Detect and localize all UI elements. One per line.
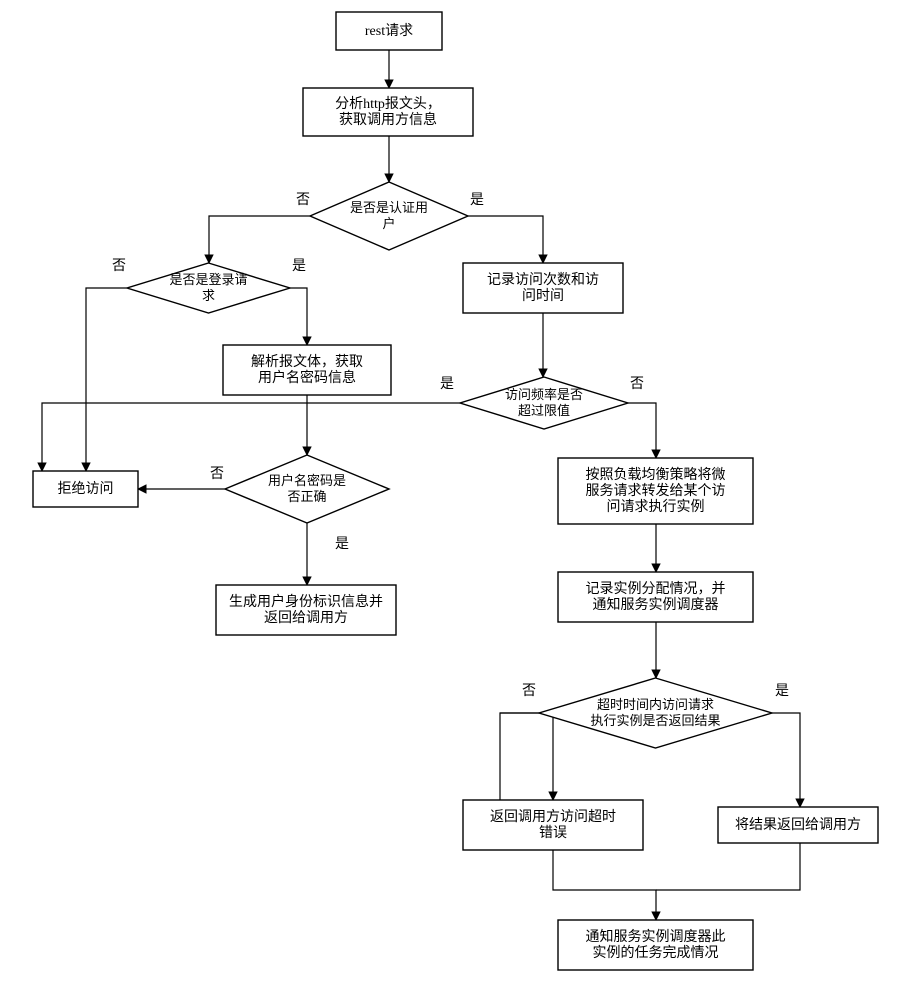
flow-edge [500,713,553,800]
node-label: 返回给调用方 [264,610,348,626]
edge-label: 是 [335,537,349,552]
node-label: 分析http报文头， [335,96,441,112]
flow-node-n_notify [558,920,753,970]
edge-label: 否 [210,467,224,482]
flow-edge [86,288,127,471]
node-label: 超时时间内访问请求 [597,697,714,712]
edge-label: 否 [522,684,536,699]
node-label: 问请求执行实例 [607,499,705,515]
edge-label: 是 [470,193,484,208]
node-label: 求 [202,288,215,303]
node-label: 返回调用方访问超时 [490,809,616,825]
node-label: 是否是登录请 [169,272,247,287]
edge-label: 是 [440,377,454,392]
edge-label: 是 [292,259,306,274]
node-label: 记录访问次数和访 [487,272,599,288]
flow-edge [656,843,800,890]
node-label: 解析报文体，获取 [251,354,363,370]
flow-node-n_token [216,585,396,635]
node-label: 用户名密码是 [268,473,346,488]
node-label: 超过限值 [518,403,570,418]
node-label: 错误 [539,825,567,841]
flow-edge [468,216,543,263]
flow-edge [553,850,656,920]
node-label: 将结果返回给调用方 [735,817,861,833]
node-label: 实例的任务完成情况 [593,945,719,961]
node-label: 服务请求转发给某个访 [586,483,726,499]
node-label: 访问频率是否 [505,387,583,402]
flow-edge [628,403,656,458]
flow-node-n_body [223,345,391,395]
flow-node-n_errto [463,800,643,850]
flow-edge [42,403,460,471]
node-label: 户 [382,216,395,231]
flow-edge [209,216,310,263]
node-label: rest请求 [365,23,413,39]
flow-edge [290,288,307,345]
edge-label: 否 [112,259,126,274]
edge-label: 否 [296,193,310,208]
node-label: 通知服务实例调度器 [593,596,719,613]
node-label: 记录实例分配情况，并 [586,581,726,597]
node-label: 执行实例是否返回结果 [590,713,720,728]
flow-edge [500,713,539,800]
edge-label: 否 [630,377,644,392]
node-label: 用户名密码信息 [258,369,356,386]
node-label: 拒绝访问 [58,481,114,497]
flow-node-n_parse [303,88,473,136]
flow-edge [772,713,800,807]
node-label: 问时间 [522,288,564,304]
node-label: 通知服务实例调度器此 [586,928,726,945]
node-label: 生成用户身份标识信息并 [229,593,383,610]
node-label: 否正确 [287,489,326,504]
node-label: 获取调用方信息 [339,111,437,128]
edge-label: 是 [775,684,789,699]
node-label: 是否是认证用 [350,200,428,215]
flow-node-n_recinst [558,572,753,622]
flow-node-n_record [463,263,623,313]
node-label: 按照负载均衡策略将微 [586,466,726,483]
